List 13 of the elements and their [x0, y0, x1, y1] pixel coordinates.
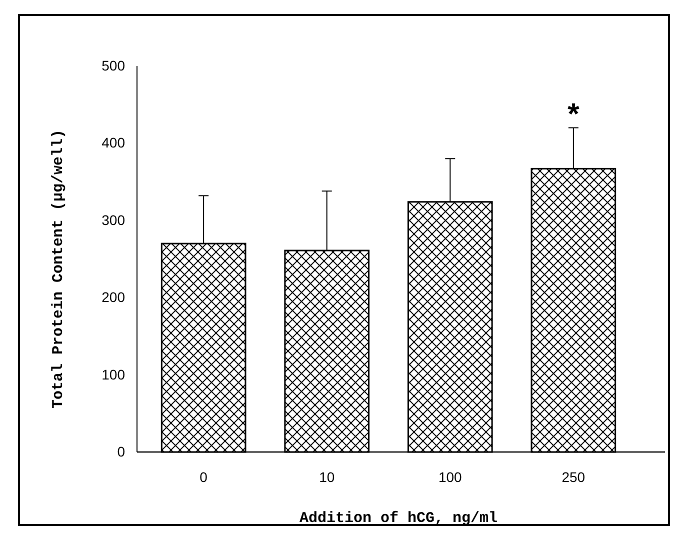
y-axis-title: Total Protein Content (µg/well) — [50, 129, 67, 409]
annotation: * — [568, 98, 580, 131]
y-tick-label: 300 — [102, 212, 126, 228]
y-tick-label: 100 — [102, 366, 126, 382]
y-tick-label: 200 — [102, 289, 126, 306]
x-tick-label: 10 — [319, 469, 335, 485]
y-tick-label: 0 — [117, 443, 126, 460]
x-tick-label: 0 — [200, 469, 208, 485]
y-tick-label: 500 — [102, 57, 126, 74]
y-tick-label: 400 — [102, 134, 126, 151]
x-axis-title: Addition of hCG, ng/ml — [299, 510, 498, 527]
x-tick-label: 100 — [438, 469, 462, 485]
x-tick-label: 250 — [562, 469, 586, 485]
